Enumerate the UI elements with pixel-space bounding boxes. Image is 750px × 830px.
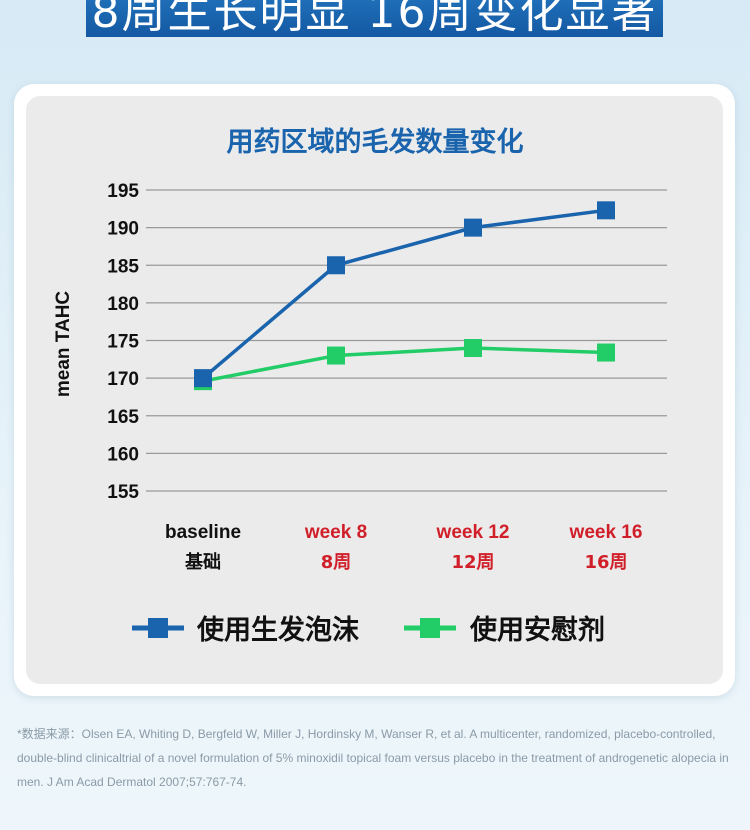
citation-footnote: *数据来源：Olsen EA, Whiting D, Bergfeld W, M… <box>17 727 729 789</box>
x-tick-label: week 16 <box>569 522 643 543</box>
y-tick-label: 190 <box>107 219 139 240</box>
data-point <box>464 218 482 237</box>
y-tick-label: 195 <box>107 181 139 202</box>
series-line <box>202 346 607 383</box>
legend-marker <box>148 618 168 638</box>
series-line <box>201 208 607 380</box>
y-tick-label: 175 <box>107 332 139 353</box>
data-point <box>597 201 615 220</box>
data-point <box>194 369 212 388</box>
data-point <box>597 343 615 362</box>
x-tick-label-cn: 16周 <box>584 552 627 573</box>
banner-title: 8周生长明显 16周变化显著 <box>91 0 658 37</box>
x-tick-label-cn: 基础 <box>184 551 221 573</box>
y-tick-label: 165 <box>107 407 139 428</box>
legend-label: 使用生发泡沫 <box>196 614 359 646</box>
line-chart: 用药区域的毛发数量变化 155 160 165 170 175 180 185 190 195 me… <box>53 126 667 646</box>
header-banner: 8周生长明显 16周变化显著 <box>86 0 663 37</box>
legend-label: 使用安慰剂 <box>469 615 605 646</box>
x-tick-label: baseline <box>165 522 241 543</box>
y-axis-label: mean TAHC <box>53 291 74 398</box>
x-tick-label: week 12 <box>436 522 510 543</box>
x-tick-label-cn: 8周 <box>321 552 352 573</box>
data-point <box>464 339 482 358</box>
data-point <box>327 346 345 365</box>
chart-card <box>14 84 735 696</box>
x-tick-label-cn: 12周 <box>451 552 494 573</box>
chart-title: 用药区域的毛发数量变化 <box>227 126 524 158</box>
y-tick-label: 180 <box>107 294 139 315</box>
y-tick-label: 185 <box>107 256 139 277</box>
chart-card-inner <box>26 96 723 684</box>
y-tick-label: 170 <box>107 369 139 390</box>
x-tick-label: week 8 <box>304 522 367 543</box>
y-tick-label: 160 <box>107 444 139 465</box>
data-point <box>327 256 345 275</box>
y-tick-label: 155 <box>107 482 139 503</box>
legend-marker <box>420 618 440 638</box>
